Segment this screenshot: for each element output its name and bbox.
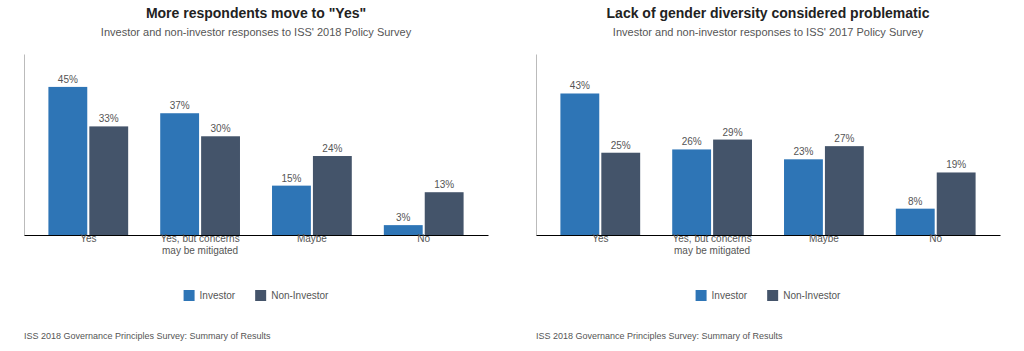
data-label: 15% <box>281 173 301 184</box>
x-tick-label-line: No <box>417 233 430 244</box>
bar <box>272 186 311 235</box>
x-tick-label-line: Yes <box>592 233 608 244</box>
x-tick-label-line: Maybe <box>297 233 327 244</box>
legend-label: Non-Investor <box>271 290 329 301</box>
x-tick: Maybe <box>809 233 839 244</box>
x-tick: Yes, but concernsmay be mitigated <box>673 233 752 256</box>
y-axis-line <box>536 55 537 236</box>
bar <box>672 149 711 235</box>
x-tick: Yes, but concernsmay be mitigated <box>161 233 240 256</box>
data-labels: 45% 37% 15% 3% 33% 30% 24% 13% <box>58 74 454 223</box>
subtitle: Investor and non-investor responses to I… <box>613 26 924 38</box>
data-label: 27% <box>834 133 854 144</box>
bar <box>48 87 87 235</box>
legend-swatch <box>184 290 195 301</box>
legend-swatch <box>767 290 778 301</box>
legend-item: Non-Investor <box>255 290 329 301</box>
y-axis <box>24 55 25 236</box>
bar <box>313 156 352 235</box>
bar <box>937 172 976 235</box>
data-labels: 43% 26% 23% 8% 25% 29% 27% 19% <box>570 80 966 206</box>
data-label: 3% <box>396 212 411 223</box>
title: Lack of gender diversity considered prob… <box>607 5 930 21</box>
bar <box>825 146 864 235</box>
x-tick-label-line: Maybe <box>809 233 839 244</box>
legend-item: Non-Investor <box>767 290 841 301</box>
x-tick-label-line: No <box>929 233 942 244</box>
figure: More respondents move to "Yes" Investor a… <box>0 0 1024 351</box>
data-label: 43% <box>570 80 590 91</box>
x-tick-label-line: may be mitigated <box>674 245 750 256</box>
chart-panel: More respondents move to "Yes" Investor a… <box>24 5 489 341</box>
annotation: ISS 2018 Governance Principles Survey: S… <box>536 331 783 341</box>
data-label: 33% <box>99 113 119 124</box>
x-tick-label: Maybe <box>297 233 327 244</box>
y-axis-line <box>24 55 25 236</box>
x-tick: Yes <box>592 233 608 244</box>
bar <box>601 153 640 235</box>
x-tick-label: Yes <box>592 233 608 244</box>
bar <box>201 136 240 235</box>
data-label: 25% <box>611 140 631 151</box>
chart-panel: Lack of gender diversity considered prob… <box>536 5 1001 341</box>
data-label: 30% <box>211 123 231 134</box>
legend-swatch <box>696 290 707 301</box>
x-tick: Maybe <box>297 233 327 244</box>
y-axis <box>536 55 537 236</box>
x-tick-label: No <box>417 233 430 244</box>
data-label: 26% <box>682 136 702 147</box>
legend: Investor Non-Investor <box>696 290 841 301</box>
legend-swatch <box>255 290 266 301</box>
bar <box>784 159 823 235</box>
bar <box>560 93 599 235</box>
x-tick-label: Maybe <box>809 233 839 244</box>
legend-item: Investor <box>184 290 236 301</box>
legend-label: Investor <box>712 290 748 301</box>
x-axis: Yes Yes, but concernsmay be mitigated Mayb… <box>25 233 489 256</box>
bar <box>713 140 752 235</box>
bars <box>560 93 975 235</box>
data-label: 23% <box>793 146 813 157</box>
legend-label: Non-Investor <box>783 290 841 301</box>
x-tick-label-line: Yes, but concerns <box>673 233 752 244</box>
data-label: 45% <box>58 74 78 85</box>
x-tick: Yes <box>80 233 96 244</box>
x-tick-label: Yes <box>80 233 96 244</box>
legend-item: Investor <box>696 290 748 301</box>
data-label: 29% <box>723 127 743 138</box>
legend: Investor Non-Investor <box>184 290 329 301</box>
x-tick-label: No <box>929 233 942 244</box>
title: More respondents move to "Yes" <box>146 5 366 21</box>
data-label: 8% <box>908 196 923 207</box>
subtitle: Investor and non-investor responses to I… <box>101 26 412 38</box>
x-tick-label: Yes, but concernsmay be mitigated <box>161 233 240 256</box>
bar <box>89 126 128 235</box>
bar <box>425 192 464 235</box>
bar <box>896 209 935 235</box>
x-axis: Yes Yes, but concernsmay be mitigated Mayb… <box>537 233 1001 256</box>
annotation: ISS 2018 Governance Principles Survey: S… <box>24 331 271 341</box>
bars <box>48 87 463 235</box>
data-label: 37% <box>170 100 190 111</box>
legend-label: Investor <box>200 290 236 301</box>
x-tick-label-line: Yes, but concerns <box>161 233 240 244</box>
x-tick: No <box>417 233 430 244</box>
x-tick-label-line: Yes <box>80 233 96 244</box>
data-label: 24% <box>322 143 342 154</box>
data-label: 13% <box>434 179 454 190</box>
x-tick-label: Yes, but concernsmay be mitigated <box>673 233 752 256</box>
data-label: 19% <box>946 159 966 170</box>
x-tick-label-line: may be mitigated <box>162 245 238 256</box>
x-tick: No <box>929 233 942 244</box>
bar <box>160 113 199 235</box>
